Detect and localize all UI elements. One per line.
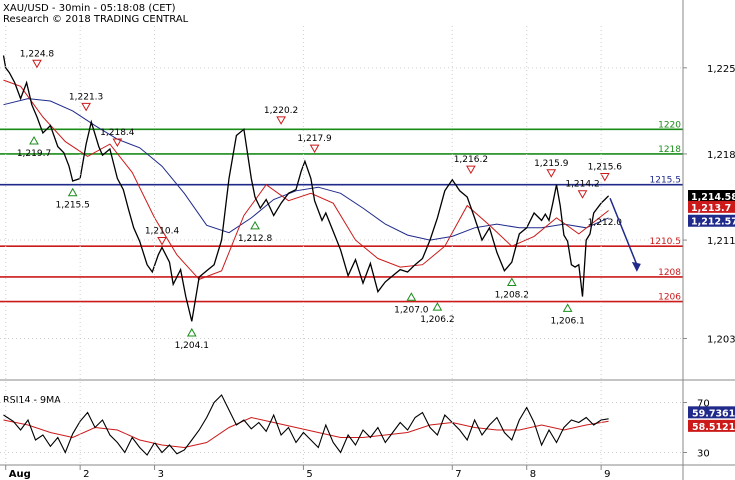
price-badge-bg: [688, 190, 735, 203]
swing-low-label: 1,206.1: [550, 316, 584, 326]
level-label-1220: 1220: [658, 120, 681, 130]
swing-low-marker: [506, 277, 517, 287]
time-tick-label: 9: [604, 469, 610, 480]
price-badge-bg: [688, 214, 735, 227]
rsi-badge-bg: [688, 406, 735, 419]
swing-high-label: 1,215.9: [534, 159, 569, 169]
price-tick-label: 1,203: [707, 334, 735, 345]
swing-high-marker: [309, 144, 320, 154]
rsi-line: [3, 394, 609, 456]
rsi-tick-label: 70: [697, 399, 710, 410]
swing-low-label: 1,208.2: [495, 291, 529, 301]
swing-high-marker: [157, 236, 167, 246]
price-badge-label: 1,213.7: [691, 203, 731, 214]
rsi-panel: RSI14 - 9MA 70 30 59.7361 58.5121: [0, 394, 735, 460]
time-tick-label: Aug: [9, 469, 31, 480]
annotation-label: 1,212.0: [588, 218, 623, 228]
chart-title: XAU/USD - 30min - 05:18:08 (CET): [3, 3, 176, 14]
swing-low-marker: [29, 136, 39, 145]
rsi-badge-bg: [688, 419, 735, 432]
swing-high-label: 1,221.3: [69, 92, 103, 102]
swing-low-marker: [562, 303, 573, 312]
swing-low-marker: [406, 292, 417, 301]
level-label-1215.5: 1215.5: [650, 176, 682, 186]
swing-low-marker: [186, 327, 197, 337]
swing-low-label: 1,212.8: [238, 234, 273, 244]
swing-high-label: 1,216.2: [454, 155, 488, 165]
price-badge-bg: [688, 200, 735, 213]
slow-moving-average-line: [3, 98, 609, 241]
swing-high-marker: [81, 102, 91, 112]
swing-high-label: 1,224.8: [20, 49, 55, 59]
time-tick-label: 3: [158, 469, 164, 480]
rsi-tick-label: 30: [697, 449, 710, 460]
level-label-1218: 1218: [658, 145, 681, 155]
time-tick-label: 2: [83, 469, 89, 480]
price-tick-label: 1,218: [707, 150, 735, 161]
swing-high-marker: [466, 165, 476, 175]
swing-high-label: 1,214.2: [565, 180, 599, 190]
rsi-moving-average-line: [3, 416, 609, 449]
time-tick-label: 8: [530, 469, 536, 480]
forecast-arrow-shaft: [609, 197, 638, 266]
swing-high-marker: [276, 116, 286, 125]
swing-low-marker: [67, 187, 78, 197]
swing-low-label: 1,206.2: [420, 315, 454, 325]
level-label-1210.5: 1210.5: [650, 237, 682, 247]
swing-low-marker: [250, 220, 260, 230]
price-panel: 1,225 1,218 1,211 1,203 1220 1218 1215.5 1210.5…: [0, 49, 735, 351]
rsi-badge-label: 58.5121: [692, 422, 735, 433]
swing-high-label: 1,210.4: [145, 226, 180, 236]
swing-high-marker: [32, 59, 42, 69]
swing-low-label: 1,219.7: [17, 149, 51, 159]
swing-high-label: 1,218.4: [100, 128, 135, 138]
swing-low-marker: [432, 302, 443, 311]
price-tick-label: 1,225: [707, 64, 735, 75]
time-tick-label: 7: [455, 469, 461, 480]
swing-low-label: 1,215.5: [56, 201, 90, 211]
swing-low-label: 1,207.0: [394, 305, 429, 315]
swing-high-marker: [112, 138, 123, 148]
price-badge-label: 1,212.57: [691, 217, 735, 228]
swing-high-marker: [546, 169, 557, 178]
rsi-badge-label: 59.7361: [692, 408, 735, 419]
price-tick-label: 1,211: [707, 236, 735, 247]
level-label-1208: 1208: [658, 268, 681, 278]
swing-low-label: 1,204.1: [175, 341, 209, 351]
swing-high-marker: [577, 190, 588, 199]
chart-subtitle: Research © 2018 TRADING CENTRAL: [3, 14, 189, 25]
level-label-1206: 1206: [658, 293, 681, 303]
swing-high-label: 1,220.2: [264, 106, 298, 116]
forecast-arrow-head: [631, 261, 641, 272]
rsi-title: RSI14 - 9MA: [3, 395, 61, 406]
swing-high-label: 1,217.9: [297, 134, 332, 144]
time-tick-label: 5: [306, 469, 312, 480]
swing-high-marker: [599, 172, 610, 182]
fast-moving-average-line: [3, 79, 609, 280]
swing-high-label: 1,215.6: [588, 162, 623, 172]
price-badge-label: 1,214.58: [691, 192, 735, 203]
x-axis: Aug 2 3 5 7 8 9: [5, 26, 611, 480]
